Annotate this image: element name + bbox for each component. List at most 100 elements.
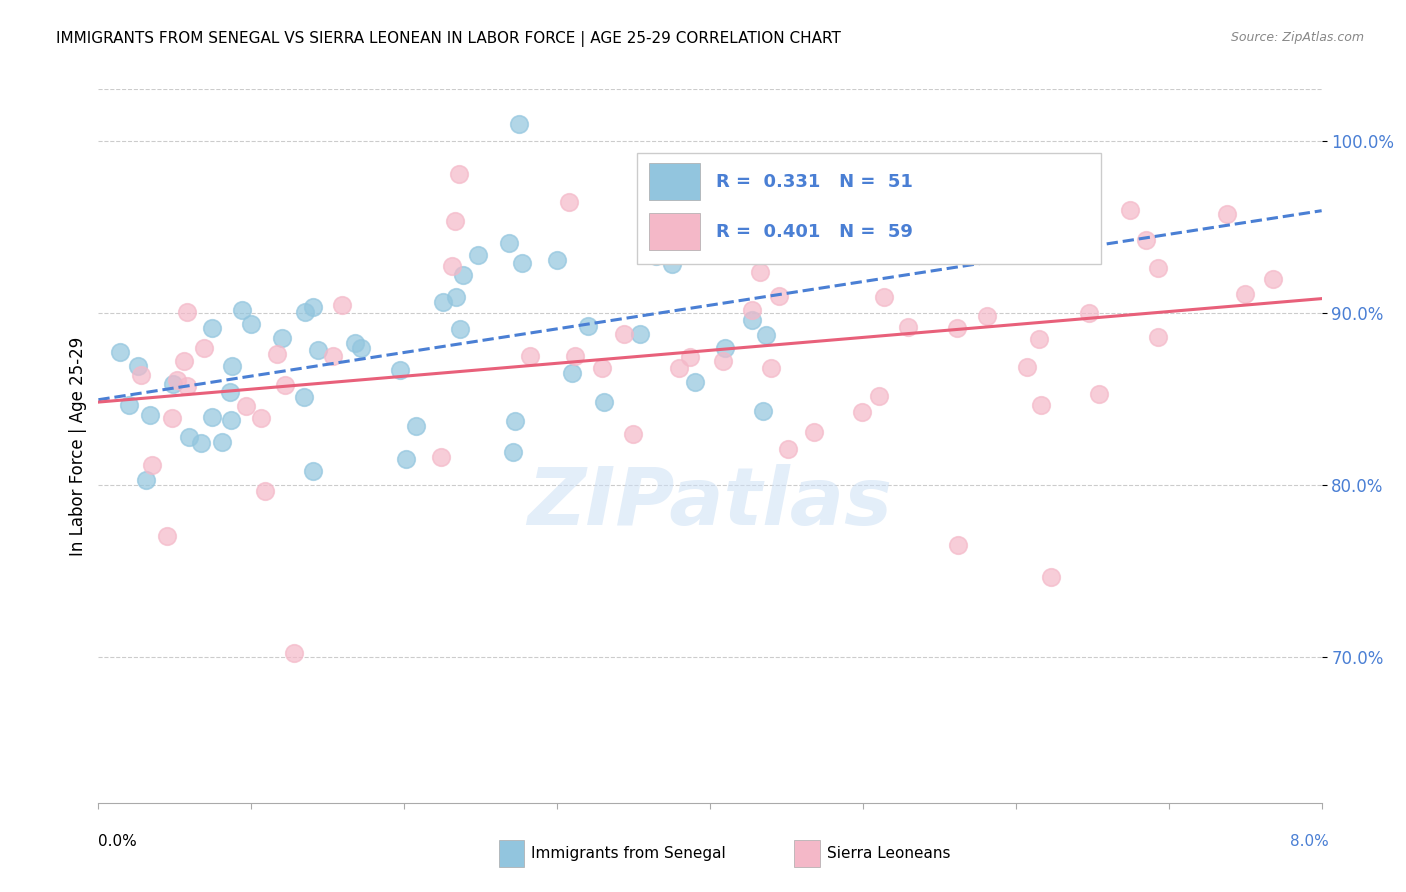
Point: [322, 349, 344, 363]
Point: [876, 237, 898, 252]
Point: [141, 458, 163, 473]
Text: 0.0%: 0.0%: [98, 834, 138, 849]
Point: [294, 305, 316, 319]
Point: [447, 167, 470, 181]
Point: [613, 326, 636, 341]
Point: [201, 320, 224, 334]
Point: [741, 312, 763, 326]
Point: [1088, 387, 1111, 401]
Point: [394, 451, 416, 466]
Point: [1080, 217, 1102, 231]
Point: [508, 117, 530, 131]
Point: [344, 335, 367, 350]
Point: [1233, 287, 1256, 301]
Text: Source: ZipAtlas.com: Source: ZipAtlas.com: [1230, 31, 1364, 45]
Point: [176, 379, 198, 393]
Point: [176, 304, 198, 318]
Point: [118, 398, 141, 412]
Point: [628, 326, 651, 341]
Text: Sierra Leoneans: Sierra Leoneans: [827, 847, 950, 861]
Point: [519, 349, 541, 363]
Point: [405, 419, 427, 434]
Point: [761, 361, 783, 376]
Point: [778, 442, 800, 456]
FancyBboxPatch shape: [637, 153, 1101, 264]
Text: IMMIGRANTS FROM SENEGAL VS SIERRA LEONEAN IN LABOR FORCE | AGE 25-29 CORRELATION: IMMIGRANTS FROM SENEGAL VS SIERRA LEONEA…: [56, 31, 841, 47]
Point: [685, 375, 707, 389]
Point: [239, 317, 262, 331]
Point: [512, 255, 534, 269]
Point: [129, 368, 152, 382]
Point: [139, 408, 162, 422]
Point: [350, 341, 373, 355]
Point: [108, 344, 131, 359]
Point: [193, 341, 215, 355]
Point: [868, 389, 890, 403]
Point: [741, 302, 763, 317]
Point: [645, 249, 668, 263]
Point: [330, 298, 353, 312]
Text: Immigrants from Senegal: Immigrants from Senegal: [531, 847, 727, 861]
Point: [292, 390, 315, 404]
Point: [742, 248, 765, 262]
Point: [235, 399, 257, 413]
Point: [546, 252, 568, 267]
Point: [668, 360, 690, 375]
Point: [946, 538, 969, 552]
Point: [218, 385, 240, 400]
Point: [1077, 306, 1099, 320]
Point: [752, 403, 775, 417]
Point: [201, 409, 224, 424]
Point: [768, 289, 790, 303]
Point: [661, 257, 683, 271]
Point: [388, 363, 411, 377]
Point: [135, 473, 157, 487]
Point: [221, 359, 243, 373]
FancyBboxPatch shape: [648, 162, 700, 200]
Point: [873, 290, 896, 304]
Point: [271, 331, 294, 345]
Point: [444, 214, 467, 228]
Point: [713, 341, 735, 355]
Point: [451, 268, 474, 283]
Point: [755, 246, 778, 260]
Point: [266, 347, 288, 361]
Point: [156, 528, 179, 542]
Point: [173, 354, 195, 368]
Point: [1215, 207, 1237, 221]
Point: [1135, 233, 1157, 247]
Point: [946, 321, 969, 335]
Point: [274, 378, 297, 392]
Point: [591, 360, 613, 375]
Point: [851, 404, 873, 418]
Point: [564, 349, 586, 363]
Point: [557, 194, 579, 209]
Point: [498, 235, 520, 250]
Point: [503, 414, 526, 428]
Point: [1261, 272, 1284, 286]
Point: [1028, 332, 1050, 346]
Point: [190, 435, 212, 450]
Point: [432, 294, 454, 309]
Point: [1029, 398, 1052, 412]
Point: [621, 427, 644, 442]
Text: R =  0.401   N =  59: R = 0.401 N = 59: [716, 223, 912, 241]
Point: [502, 445, 524, 459]
Point: [755, 327, 778, 342]
Point: [307, 343, 329, 357]
Point: [1039, 570, 1062, 584]
Point: [711, 353, 734, 368]
Point: [561, 367, 583, 381]
Point: [1119, 203, 1142, 218]
Point: [576, 318, 599, 333]
Point: [1147, 261, 1170, 276]
Point: [302, 300, 325, 314]
Point: [430, 450, 453, 465]
Point: [177, 430, 200, 444]
Point: [253, 483, 276, 498]
Point: [283, 647, 305, 661]
Point: [231, 303, 253, 318]
Point: [444, 290, 467, 304]
Point: [249, 411, 271, 425]
Point: [1015, 359, 1038, 374]
